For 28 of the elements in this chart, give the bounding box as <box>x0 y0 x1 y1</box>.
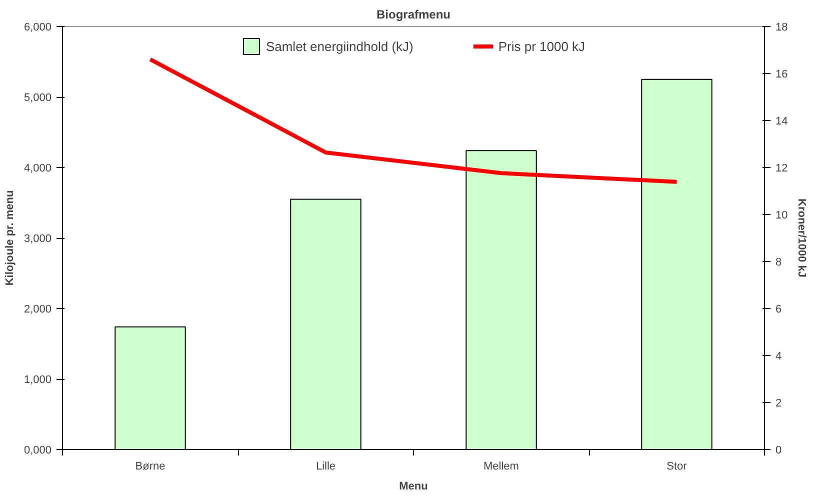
y-tick-label: 2,000 <box>24 304 52 316</box>
y-tick-label: 4,000 <box>24 162 52 174</box>
y2-tick-label: 4 <box>776 350 782 362</box>
legend-label: Samlet energiindhold (kJ) <box>266 38 414 54</box>
y2-tick-label: 14 <box>776 116 788 128</box>
y-axis-title: Kilojoule pr. menu <box>4 190 16 286</box>
x-tick-label: Lille <box>316 460 336 472</box>
x-tick-label: Stor <box>666 460 688 472</box>
y2-tick-label: 10 <box>776 210 788 222</box>
y-tick-label: 1,000 <box>24 374 52 386</box>
y-tick-label: 5,000 <box>24 92 52 104</box>
y2-tick-label: 16 <box>776 68 788 80</box>
line-series <box>148 57 679 184</box>
chart-title: Biografmenu <box>376 8 451 22</box>
y2-axis-title: Kroner/1000 kJ <box>796 198 808 278</box>
y2-tick-label: 8 <box>776 256 782 268</box>
x-tick-label: Mellem <box>484 460 519 472</box>
y2-tick-label: 2 <box>776 398 782 410</box>
y2-tick-label: 0 <box>776 444 782 456</box>
y2-tick-label: 18 <box>776 22 788 34</box>
y-tick-label: 6,000 <box>24 22 52 34</box>
legend-label: Pris pr 1000 kJ <box>498 38 586 54</box>
y-tick-label: 3,000 <box>24 233 52 245</box>
y-tick-label: 0,000 <box>24 444 52 456</box>
x-axis-title: Menu <box>399 480 428 492</box>
y2-tick-label: 12 <box>776 162 788 174</box>
x-tick-label: Børne <box>135 460 166 472</box>
y2-tick-label: 6 <box>776 304 782 316</box>
